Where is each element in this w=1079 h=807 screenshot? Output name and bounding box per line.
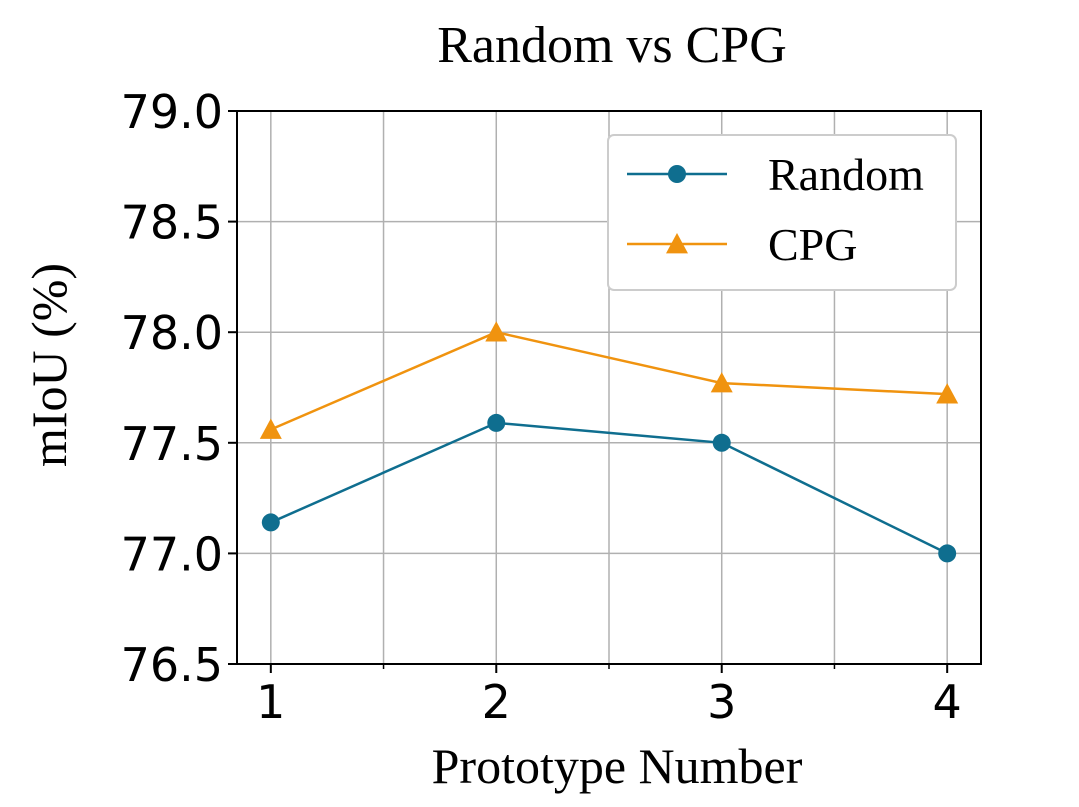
axis-ticks [228, 110, 949, 673]
y-tick-label: 79.0 [121, 85, 223, 139]
series-random [261, 413, 957, 563]
legend-label-cpg: CPG [768, 219, 857, 270]
data-point-cpg [936, 383, 959, 404]
y-axis-label: mIoU (%) [21, 263, 77, 467]
data-point-random [487, 413, 506, 432]
data-point-cpg [485, 321, 508, 342]
data-point-cpg [710, 372, 733, 393]
series-line-cpg [270, 330, 948, 431]
legend: Random CPG [607, 134, 957, 291]
tick-labels: 76.5 77.0 77.5 78.0 78.5 79.0 1 2 3 4 [121, 85, 962, 729]
series-line-random [270, 421, 948, 555]
legend-label-random: Random [768, 149, 924, 200]
legend-marker-random [668, 165, 686, 183]
series-layer [259, 321, 959, 563]
series-cpg [259, 321, 959, 439]
legend-entry-random: Random [627, 149, 924, 200]
y-tick-label: 77.5 [121, 417, 223, 471]
x-axis-label: Prototype Number [432, 738, 803, 794]
y-tick-label: 76.5 [121, 638, 223, 692]
x-tick-label: 4 [933, 675, 962, 729]
chart-title: Random vs CPG [437, 17, 787, 74]
y-tick-label: 78.0 [121, 306, 223, 360]
legend-marker-cpg [666, 233, 688, 254]
data-point-cpg [259, 418, 282, 439]
data-point-random [261, 513, 280, 532]
data-point-random [712, 433, 731, 452]
data-point-random [938, 544, 957, 563]
x-tick-label: 1 [256, 675, 285, 729]
x-tick-label: 2 [482, 675, 511, 729]
legend-entry-cpg: CPG [627, 219, 857, 270]
y-tick-label: 78.5 [121, 196, 223, 250]
x-tick-label: 3 [707, 675, 736, 729]
y-tick-label: 77.0 [121, 527, 223, 581]
